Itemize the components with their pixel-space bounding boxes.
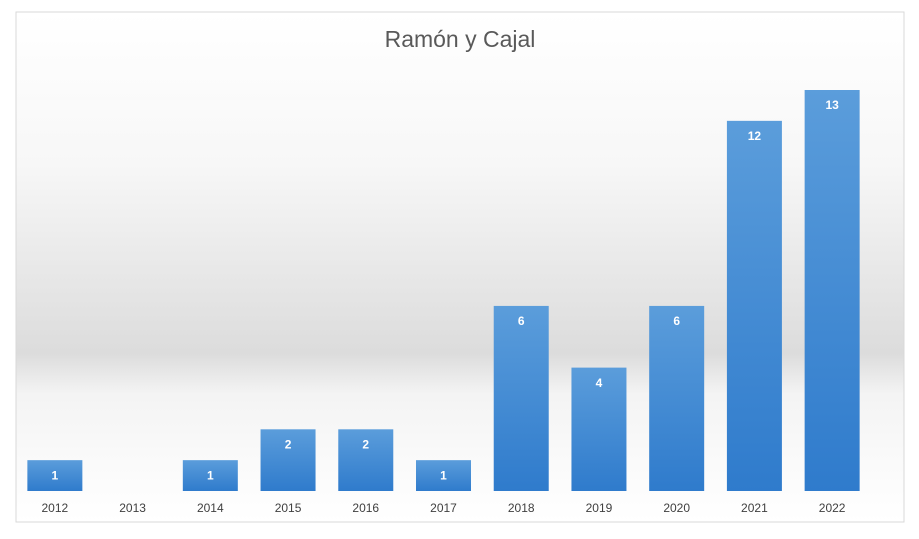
bar xyxy=(27,460,83,491)
bar xyxy=(726,120,782,491)
bar xyxy=(338,429,394,491)
data-label: 1 xyxy=(440,468,447,482)
x-tick-label: 2020 xyxy=(663,501,690,515)
bar xyxy=(571,367,627,491)
x-tick-label: 2014 xyxy=(197,501,224,515)
x-tick-label: 2022 xyxy=(819,501,846,515)
x-tick-label: 2012 xyxy=(42,501,69,515)
x-tick-label: 2013 xyxy=(119,501,146,515)
data-label: 1 xyxy=(207,468,214,482)
chart-title: Ramón y Cajal xyxy=(385,26,536,52)
bar xyxy=(260,429,316,491)
x-tick-label: 2017 xyxy=(430,501,457,515)
x-tick-label: 2015 xyxy=(275,501,302,515)
data-label: 1 xyxy=(52,468,59,482)
data-label: 2 xyxy=(285,437,292,451)
data-label: 6 xyxy=(673,314,680,328)
data-label: 4 xyxy=(596,376,603,390)
bar xyxy=(649,305,705,491)
x-tick-label: 2018 xyxy=(508,501,535,515)
bar xyxy=(416,460,471,491)
data-label: 13 xyxy=(825,98,839,112)
data-label: 12 xyxy=(748,129,762,143)
data-label: 6 xyxy=(518,314,525,328)
data-label: 2 xyxy=(362,437,369,451)
bar xyxy=(493,305,549,491)
x-tick-label: 2021 xyxy=(741,501,768,515)
x-tick-label: 2019 xyxy=(586,501,613,515)
x-tick-label: 2016 xyxy=(352,501,379,515)
bar xyxy=(182,460,238,491)
bar xyxy=(804,90,860,491)
